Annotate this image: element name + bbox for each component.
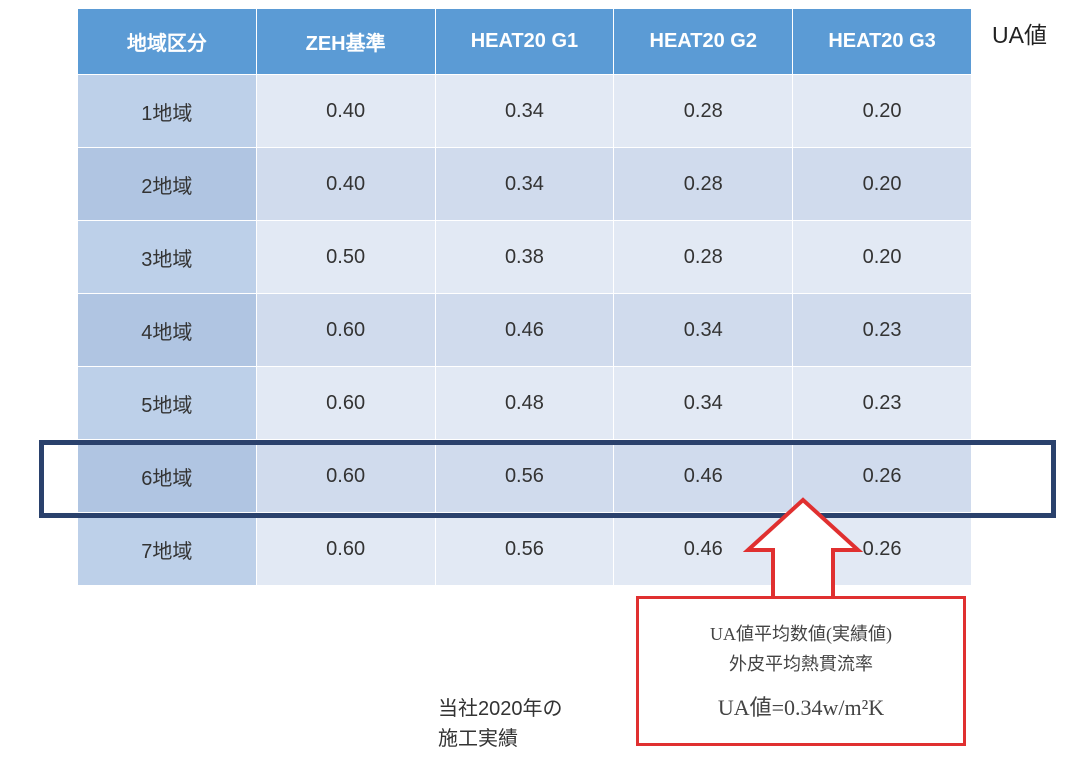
data-cell: 0.56 [435,440,614,513]
table-row: 1地域0.400.340.280.20 [78,75,972,148]
data-cell: 0.20 [793,75,972,148]
table-row: 4地域0.600.460.340.23 [78,294,972,367]
table-container: 地域区分 ZEH基準 HEAT20 G1 HEAT20 G2 HEAT20 G3… [77,8,972,586]
callout-text-2: 外皮平均熱貫流率 [729,650,873,676]
data-cell: 0.28 [614,221,793,294]
header-zeh: ZEH基準 [256,9,435,75]
header-g1: HEAT20 G1 [435,9,614,75]
data-cell: 0.28 [614,75,793,148]
data-cell: 0.34 [614,367,793,440]
table-row: 2地域0.400.340.280.20 [78,148,972,221]
table-row: 7地域0.600.560.460.26 [78,513,972,586]
data-cell: 0.23 [793,294,972,367]
data-cell: 0.34 [435,75,614,148]
callout-text-3: UA値=0.34w/m²K [718,690,884,722]
data-cell: 0.20 [793,221,972,294]
data-cell: 0.26 [793,513,972,586]
data-cell: 0.56 [435,513,614,586]
company-note-line1: 当社2020年の [438,694,563,724]
data-cell: 0.34 [614,294,793,367]
data-cell: 0.26 [793,440,972,513]
header-g2: HEAT20 G2 [614,9,793,75]
data-cell: 0.46 [614,513,793,586]
region-cell: 2地域 [78,148,257,221]
ua-axis-label: UA値 [992,16,1047,50]
data-cell: 0.38 [435,221,614,294]
data-cell: 0.46 [614,440,793,513]
data-cell: 0.40 [256,75,435,148]
table-row: 6地域0.600.560.460.26 [78,440,972,513]
header-g3: HEAT20 G3 [793,9,972,75]
callout-text-1: UA値平均数値(実績値) [710,620,892,646]
region-cell: 4地域 [78,294,257,367]
table-row: 5地域0.600.480.340.23 [78,367,972,440]
data-cell: 0.46 [435,294,614,367]
data-cell: 0.40 [256,148,435,221]
data-cell: 0.60 [256,513,435,586]
region-cell: 3地域 [78,221,257,294]
ua-values-table: 地域区分 ZEH基準 HEAT20 G1 HEAT20 G2 HEAT20 G3… [77,8,972,586]
callout-box: UA値平均数値(実績値) 外皮平均熱貫流率 UA値=0.34w/m²K [636,596,966,746]
data-cell: 0.34 [435,148,614,221]
data-cell: 0.50 [256,221,435,294]
header-region: 地域区分 [78,9,257,75]
company-note: 当社2020年の 施工実績 [438,694,563,754]
table-row: 3地域0.500.380.280.20 [78,221,972,294]
data-cell: 0.28 [614,148,793,221]
region-cell: 1地域 [78,75,257,148]
data-cell: 0.60 [256,294,435,367]
table-header-row: 地域区分 ZEH基準 HEAT20 G1 HEAT20 G2 HEAT20 G3 [78,9,972,75]
region-cell: 7地域 [78,513,257,586]
data-cell: 0.20 [793,148,972,221]
region-cell: 5地域 [78,367,257,440]
region-cell: 6地域 [78,440,257,513]
data-cell: 0.48 [435,367,614,440]
data-cell: 0.60 [256,440,435,513]
company-note-line2: 施工実績 [438,724,563,754]
data-cell: 0.60 [256,367,435,440]
data-cell: 0.23 [793,367,972,440]
